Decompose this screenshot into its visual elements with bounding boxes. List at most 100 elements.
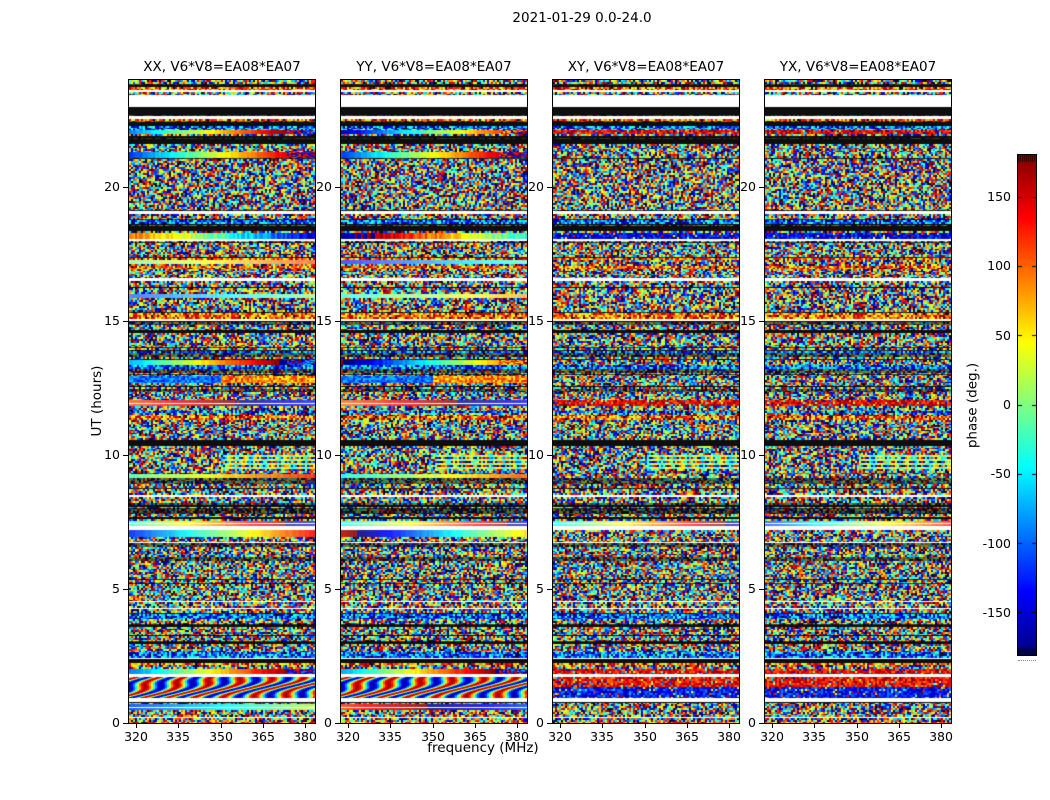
panel-title-yy: YY, V6*V8=EA08*EA07 [356,59,512,75]
y-tick-mark [123,589,128,590]
x-tick-mark [305,724,306,728]
x-tick-mark [390,724,391,728]
y-tick-label: 15 [104,313,120,328]
y-tick-mark [759,321,764,322]
figure-title: 2021-01-29 0.0-24.0 [512,10,652,26]
y-tick-mark [335,723,340,724]
y-tick-mark [547,321,552,322]
y-tick-mark [547,187,552,188]
x-tick-label: 320 [760,729,784,744]
x-tick-mark [857,724,858,728]
y-tick-label: 0 [748,715,756,730]
x-tick-label: 380 [929,729,953,744]
y-tick-label: 10 [316,447,332,462]
y-tick-label: 15 [316,313,332,328]
y-tick-mark [123,321,128,322]
x-tick-label: 350 [421,729,445,744]
x-tick-mark [433,724,434,728]
y-axis-label: UT (hours) [89,365,105,437]
colorbar-extend-dotted [1018,660,1036,661]
panel-title-xx: XX, V6*V8=EA08*EA07 [143,59,301,75]
x-tick-label: 350 [209,729,233,744]
x-tick-mark [645,724,646,728]
y-tick-mark [335,589,340,590]
y-tick-label: 20 [528,179,544,194]
heatmap-yy [340,79,528,724]
colorbar-tick-label: 150 [987,189,1011,204]
x-tick-label: 320 [548,729,572,744]
colorbar-tick-label: 50 [995,328,1011,343]
x-tick-label: 335 [166,729,190,744]
panel-title-xy: XY, V6*V8=EA08*EA07 [567,59,725,75]
y-tick-label: 15 [740,313,756,328]
y-tick-label: 10 [104,447,120,462]
x-tick-label: 350 [633,729,657,744]
x-tick-mark [348,724,349,728]
x-tick-mark [475,724,476,728]
y-tick-mark [123,455,128,456]
y-tick-label: 20 [104,179,120,194]
x-tick-label: 365 [675,729,699,744]
y-tick-label: 5 [112,581,120,596]
x-tick-label: 365 [251,729,275,744]
x-tick-label: 335 [802,729,826,744]
y-tick-label: 0 [112,715,120,730]
x-tick-mark [517,724,518,728]
y-tick-label: 15 [528,313,544,328]
x-tick-mark [899,724,900,728]
x-tick-mark [178,724,179,728]
y-tick-mark [335,321,340,322]
x-tick-mark [729,724,730,728]
y-tick-mark [335,187,340,188]
colorbar-tick-label: 0 [1003,397,1011,412]
x-tick-label: 320 [124,729,148,744]
y-tick-mark [759,589,764,590]
y-tick-label: 20 [740,179,756,194]
y-tick-label: 10 [528,447,544,462]
x-axis-label: frequency (MHz) [427,740,539,756]
x-tick-label: 365 [887,729,911,744]
x-tick-label: 380 [717,729,741,744]
x-tick-label: 380 [505,729,529,744]
y-tick-label: 5 [536,581,544,596]
x-tick-label: 380 [293,729,317,744]
colorbar-tick-label: 100 [987,258,1011,273]
x-tick-mark [814,724,815,728]
y-tick-mark [759,723,764,724]
colorbar-gradient [1017,154,1037,656]
x-tick-mark [772,724,773,728]
y-tick-mark [547,455,552,456]
y-tick-mark [335,455,340,456]
x-tick-mark [602,724,603,728]
y-tick-mark [759,187,764,188]
x-tick-mark [136,724,137,728]
y-tick-label: 5 [748,581,756,596]
y-tick-mark [547,589,552,590]
x-tick-mark [687,724,688,728]
x-tick-label: 320 [336,729,360,744]
y-tick-label: 0 [324,715,332,730]
y-tick-mark [759,455,764,456]
x-tick-mark [560,724,561,728]
x-tick-label: 350 [845,729,869,744]
x-tick-mark [221,724,222,728]
y-tick-label: 20 [316,179,332,194]
heatmap-xx [128,79,316,724]
colorbar-tick-label: -150 [982,605,1011,620]
x-tick-label: 365 [463,729,487,744]
panel-title-yx: YX, V6*V8=EA08*EA07 [779,59,937,75]
x-tick-mark [941,724,942,728]
x-tick-label: 335 [378,729,402,744]
heatmap-yx [764,79,952,724]
heatmap-xy [552,79,740,724]
y-tick-mark [123,187,128,188]
colorbar-tick-label: -50 [990,466,1011,481]
colorbar-tick-label: -100 [982,536,1011,551]
y-tick-label: 0 [536,715,544,730]
y-tick-label: 5 [324,581,332,596]
y-tick-mark [547,723,552,724]
y-tick-mark [123,723,128,724]
y-tick-label: 10 [740,447,756,462]
x-tick-label: 335 [590,729,614,744]
